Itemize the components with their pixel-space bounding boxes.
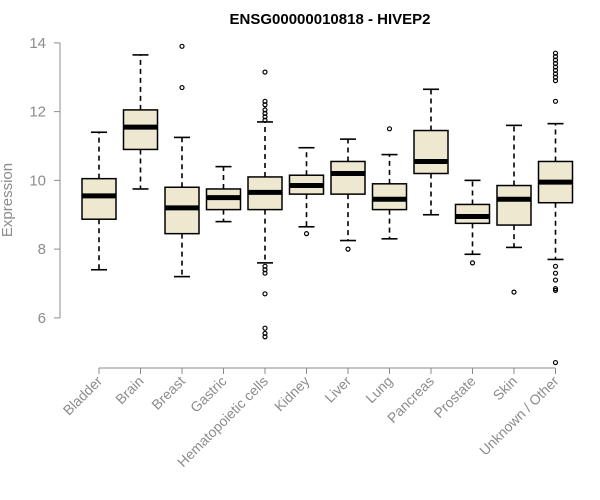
y-tick-label: 8	[38, 241, 46, 258]
box-brain	[122, 54, 159, 190]
iqr-box	[454, 203, 491, 225]
box-pancreas	[413, 88, 449, 216]
box-gastric	[205, 165, 242, 223]
box-liver	[330, 138, 366, 252]
outlier-point	[552, 263, 559, 269]
box-bladder	[81, 131, 117, 271]
chart-title: ENSG00000010818 - HIVEP2	[230, 11, 431, 28]
outlier-point	[262, 291, 268, 297]
y-tick-label: 12	[29, 104, 46, 121]
outlier-point	[262, 69, 268, 75]
outlier-point	[552, 78, 559, 84]
box-lung	[371, 126, 408, 240]
outlier-point	[469, 260, 476, 266]
boxes-group	[81, 43, 574, 366]
box-unknown-other	[537, 50, 574, 366]
outlier-point	[303, 231, 310, 237]
outlier-point	[262, 270, 268, 276]
iqr-box	[496, 184, 532, 226]
y-tick-label: 6	[38, 310, 46, 327]
box-kidney	[288, 146, 325, 237]
outlier-point	[511, 289, 517, 295]
iqr-box	[371, 183, 408, 211]
outlier-point	[262, 325, 268, 331]
x-tick-label: Liver	[321, 373, 354, 406]
axes: 6 8 10 12 14	[29, 35, 556, 369]
x-tick-label: Unknown / Other	[476, 373, 562, 459]
outlier-point	[179, 84, 185, 91]
outlier-point	[262, 117, 268, 123]
y-tick-label: 10	[29, 172, 46, 189]
outlier-point	[552, 270, 559, 276]
x-tick-label: Lung	[362, 373, 395, 406]
x-tick-label: Breast	[148, 373, 188, 413]
x-tick-label: Skin	[490, 373, 521, 404]
iqr-box	[330, 160, 366, 195]
outlier-point	[262, 102, 268, 108]
outlier-point	[552, 277, 559, 283]
iqr-box	[81, 177, 117, 220]
x-tick-label: Prostate	[430, 373, 478, 421]
iqr-box	[413, 129, 449, 175]
box-skin	[496, 124, 532, 295]
y-tick-label: 14	[29, 35, 46, 52]
outlier-point	[262, 334, 268, 340]
outlier-point	[552, 359, 559, 366]
outlier-point	[179, 43, 185, 49]
x-tick-label: Bladder	[60, 373, 106, 419]
outlier-point	[552, 98, 559, 104]
outlier-point	[386, 126, 393, 132]
x-tick-label: Kidney	[271, 373, 313, 415]
outlier-point	[552, 286, 559, 292]
box-prostate	[454, 179, 491, 266]
iqr-box	[122, 109, 159, 151]
outlier-point	[552, 287, 559, 293]
outlier-point	[345, 246, 351, 252]
box-breast	[164, 43, 200, 278]
x-tick-label: Brain	[112, 373, 146, 407]
box-hematopoietic-cells	[247, 69, 283, 340]
y-axis-label: Expression	[0, 163, 16, 237]
iqr-box	[164, 186, 200, 235]
